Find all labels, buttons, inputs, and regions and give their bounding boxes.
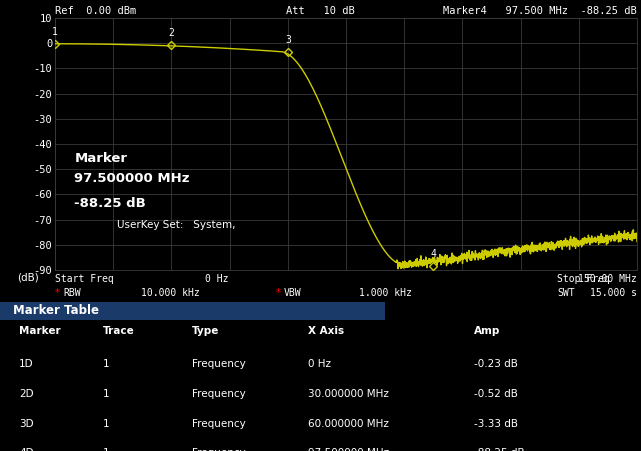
Text: X Axis: X Axis	[308, 326, 344, 336]
Text: Trace: Trace	[103, 326, 135, 336]
Text: 1.000 kHz: 1.000 kHz	[359, 288, 412, 298]
Bar	[0, 302, 385, 320]
Text: 1: 1	[103, 448, 109, 451]
Text: *: *	[55, 288, 60, 298]
Text: 15.000 s: 15.000 s	[590, 288, 637, 298]
Text: 97.500000 MHz: 97.500000 MHz	[308, 448, 389, 451]
Text: Frequency: Frequency	[192, 419, 246, 428]
Text: 10.000 kHz: 10.000 kHz	[141, 288, 200, 298]
Text: -0.52 dB: -0.52 dB	[474, 389, 518, 399]
Text: Att   10 dB: Att 10 dB	[286, 6, 355, 16]
Text: -88.25 dB: -88.25 dB	[74, 197, 146, 210]
Text: Marker: Marker	[74, 152, 128, 165]
Text: Ref  0.00 dBm: Ref 0.00 dBm	[55, 6, 137, 16]
Text: *: *	[276, 288, 281, 298]
Text: -0.23 dB: -0.23 dB	[474, 359, 518, 369]
Text: -3.33 dB: -3.33 dB	[474, 419, 519, 428]
Text: 1: 1	[103, 389, 109, 399]
Text: UserKey Set:   System,: UserKey Set: System,	[117, 220, 236, 230]
Text: Type: Type	[192, 326, 220, 336]
Text: 3: 3	[285, 35, 291, 45]
Text: -88.25 dB: -88.25 dB	[474, 448, 525, 451]
Text: 30.000000 MHz: 30.000000 MHz	[308, 389, 388, 399]
Text: 60.000000 MHz: 60.000000 MHz	[308, 419, 388, 428]
Text: Marker4   97.500 MHz  -88.25 dB: Marker4 97.500 MHz -88.25 dB	[443, 6, 637, 16]
Text: 4D: 4D	[19, 448, 34, 451]
Text: Start Freq: Start Freq	[55, 274, 113, 284]
Text: 0 Hz: 0 Hz	[308, 359, 331, 369]
Text: 1D: 1D	[19, 359, 34, 369]
Text: 2D: 2D	[19, 389, 34, 399]
Text: Frequency: Frequency	[192, 448, 246, 451]
Text: 150.00 MHz: 150.00 MHz	[578, 274, 637, 284]
Text: 4: 4	[430, 249, 437, 259]
Text: Frequency: Frequency	[192, 359, 246, 369]
Text: Frequency: Frequency	[192, 389, 246, 399]
Text: 3D: 3D	[19, 419, 34, 428]
Text: 0 Hz: 0 Hz	[205, 274, 229, 284]
Text: (dB): (dB)	[17, 272, 38, 282]
Text: Amp: Amp	[474, 326, 501, 336]
Text: 1: 1	[103, 419, 109, 428]
Text: Marker: Marker	[19, 326, 61, 336]
Text: 97.500000 MHz: 97.500000 MHz	[74, 172, 190, 185]
Text: Stop Freq: Stop Freq	[557, 274, 610, 284]
Text: VBW: VBW	[283, 288, 301, 298]
Text: 1: 1	[52, 28, 58, 37]
Text: 2: 2	[169, 28, 174, 38]
Text: SWT: SWT	[557, 288, 574, 298]
Text: Marker Table: Marker Table	[13, 304, 99, 318]
Text: 1: 1	[103, 359, 109, 369]
Text: RBW: RBW	[63, 288, 81, 298]
